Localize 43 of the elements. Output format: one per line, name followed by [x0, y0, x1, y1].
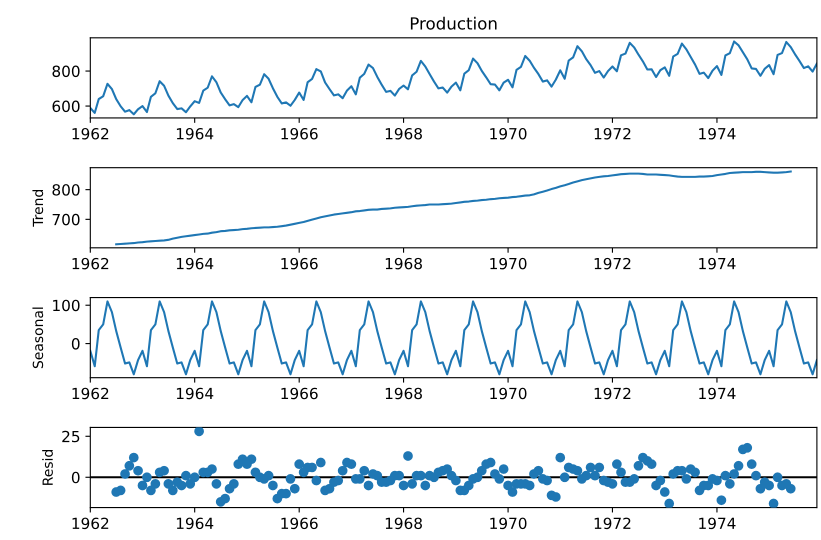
x-tick-label: 1966 [281, 128, 318, 140]
y-axis-title: Trend [32, 190, 44, 227]
y-tick-label: 25 [62, 430, 80, 442]
x-tick-label: 1970 [490, 388, 526, 400]
x-tick-label: 1974 [699, 128, 736, 140]
x-tick-label: 1974 [699, 258, 736, 270]
x-tick-label: 1974 [699, 388, 736, 400]
x-tick-label: 1962 [72, 518, 108, 530]
y-axis-title: Seasonal [32, 308, 44, 368]
x-tick-label: 1964 [176, 518, 214, 530]
x-tick-label: 1964 [176, 388, 214, 400]
x-tick-label: 1968 [386, 388, 422, 400]
y-tick-label: 600 [52, 100, 80, 112]
y-tick-label: 700 [52, 214, 80, 226]
x-tick-label: 1974 [699, 518, 736, 530]
x-tick-label: 1970 [490, 258, 526, 270]
x-tick-label: 1968 [386, 258, 422, 270]
x-tick-label: 1966 [281, 518, 318, 530]
line-series [90, 300, 817, 376]
x-tick-label: 1970 [490, 128, 526, 140]
x-tick-label: 1972 [594, 128, 630, 140]
x-tick-label: 1966 [281, 258, 318, 270]
y-tick-label: 0 [72, 472, 80, 484]
x-tick-label: 1968 [386, 518, 422, 530]
line-series [90, 40, 817, 116]
x-tick-label: 1972 [594, 388, 630, 400]
x-tick-label: 1966 [281, 388, 318, 400]
y-tick-label: 100 [53, 300, 80, 312]
line-series [115, 170, 792, 246]
x-tick-label: 1964 [176, 128, 214, 140]
x-tick-label: 1964 [176, 258, 214, 270]
y-tick-label: 0 [72, 338, 80, 350]
y-tick-label: 800 [52, 184, 80, 196]
y-tick-label: 800 [52, 66, 80, 78]
x-tick-label: 1962 [72, 258, 108, 270]
x-tick-label: 1970 [490, 518, 526, 530]
chart-title: Production [410, 16, 497, 30]
x-tick-label: 1962 [72, 128, 108, 140]
x-tick-label: 1968 [386, 128, 422, 140]
x-tick-label: 1962 [72, 388, 108, 400]
x-tick-label: 1972 [594, 258, 630, 270]
x-tick-label: 1972 [594, 518, 630, 530]
y-axis-title: Resid [42, 450, 53, 485]
